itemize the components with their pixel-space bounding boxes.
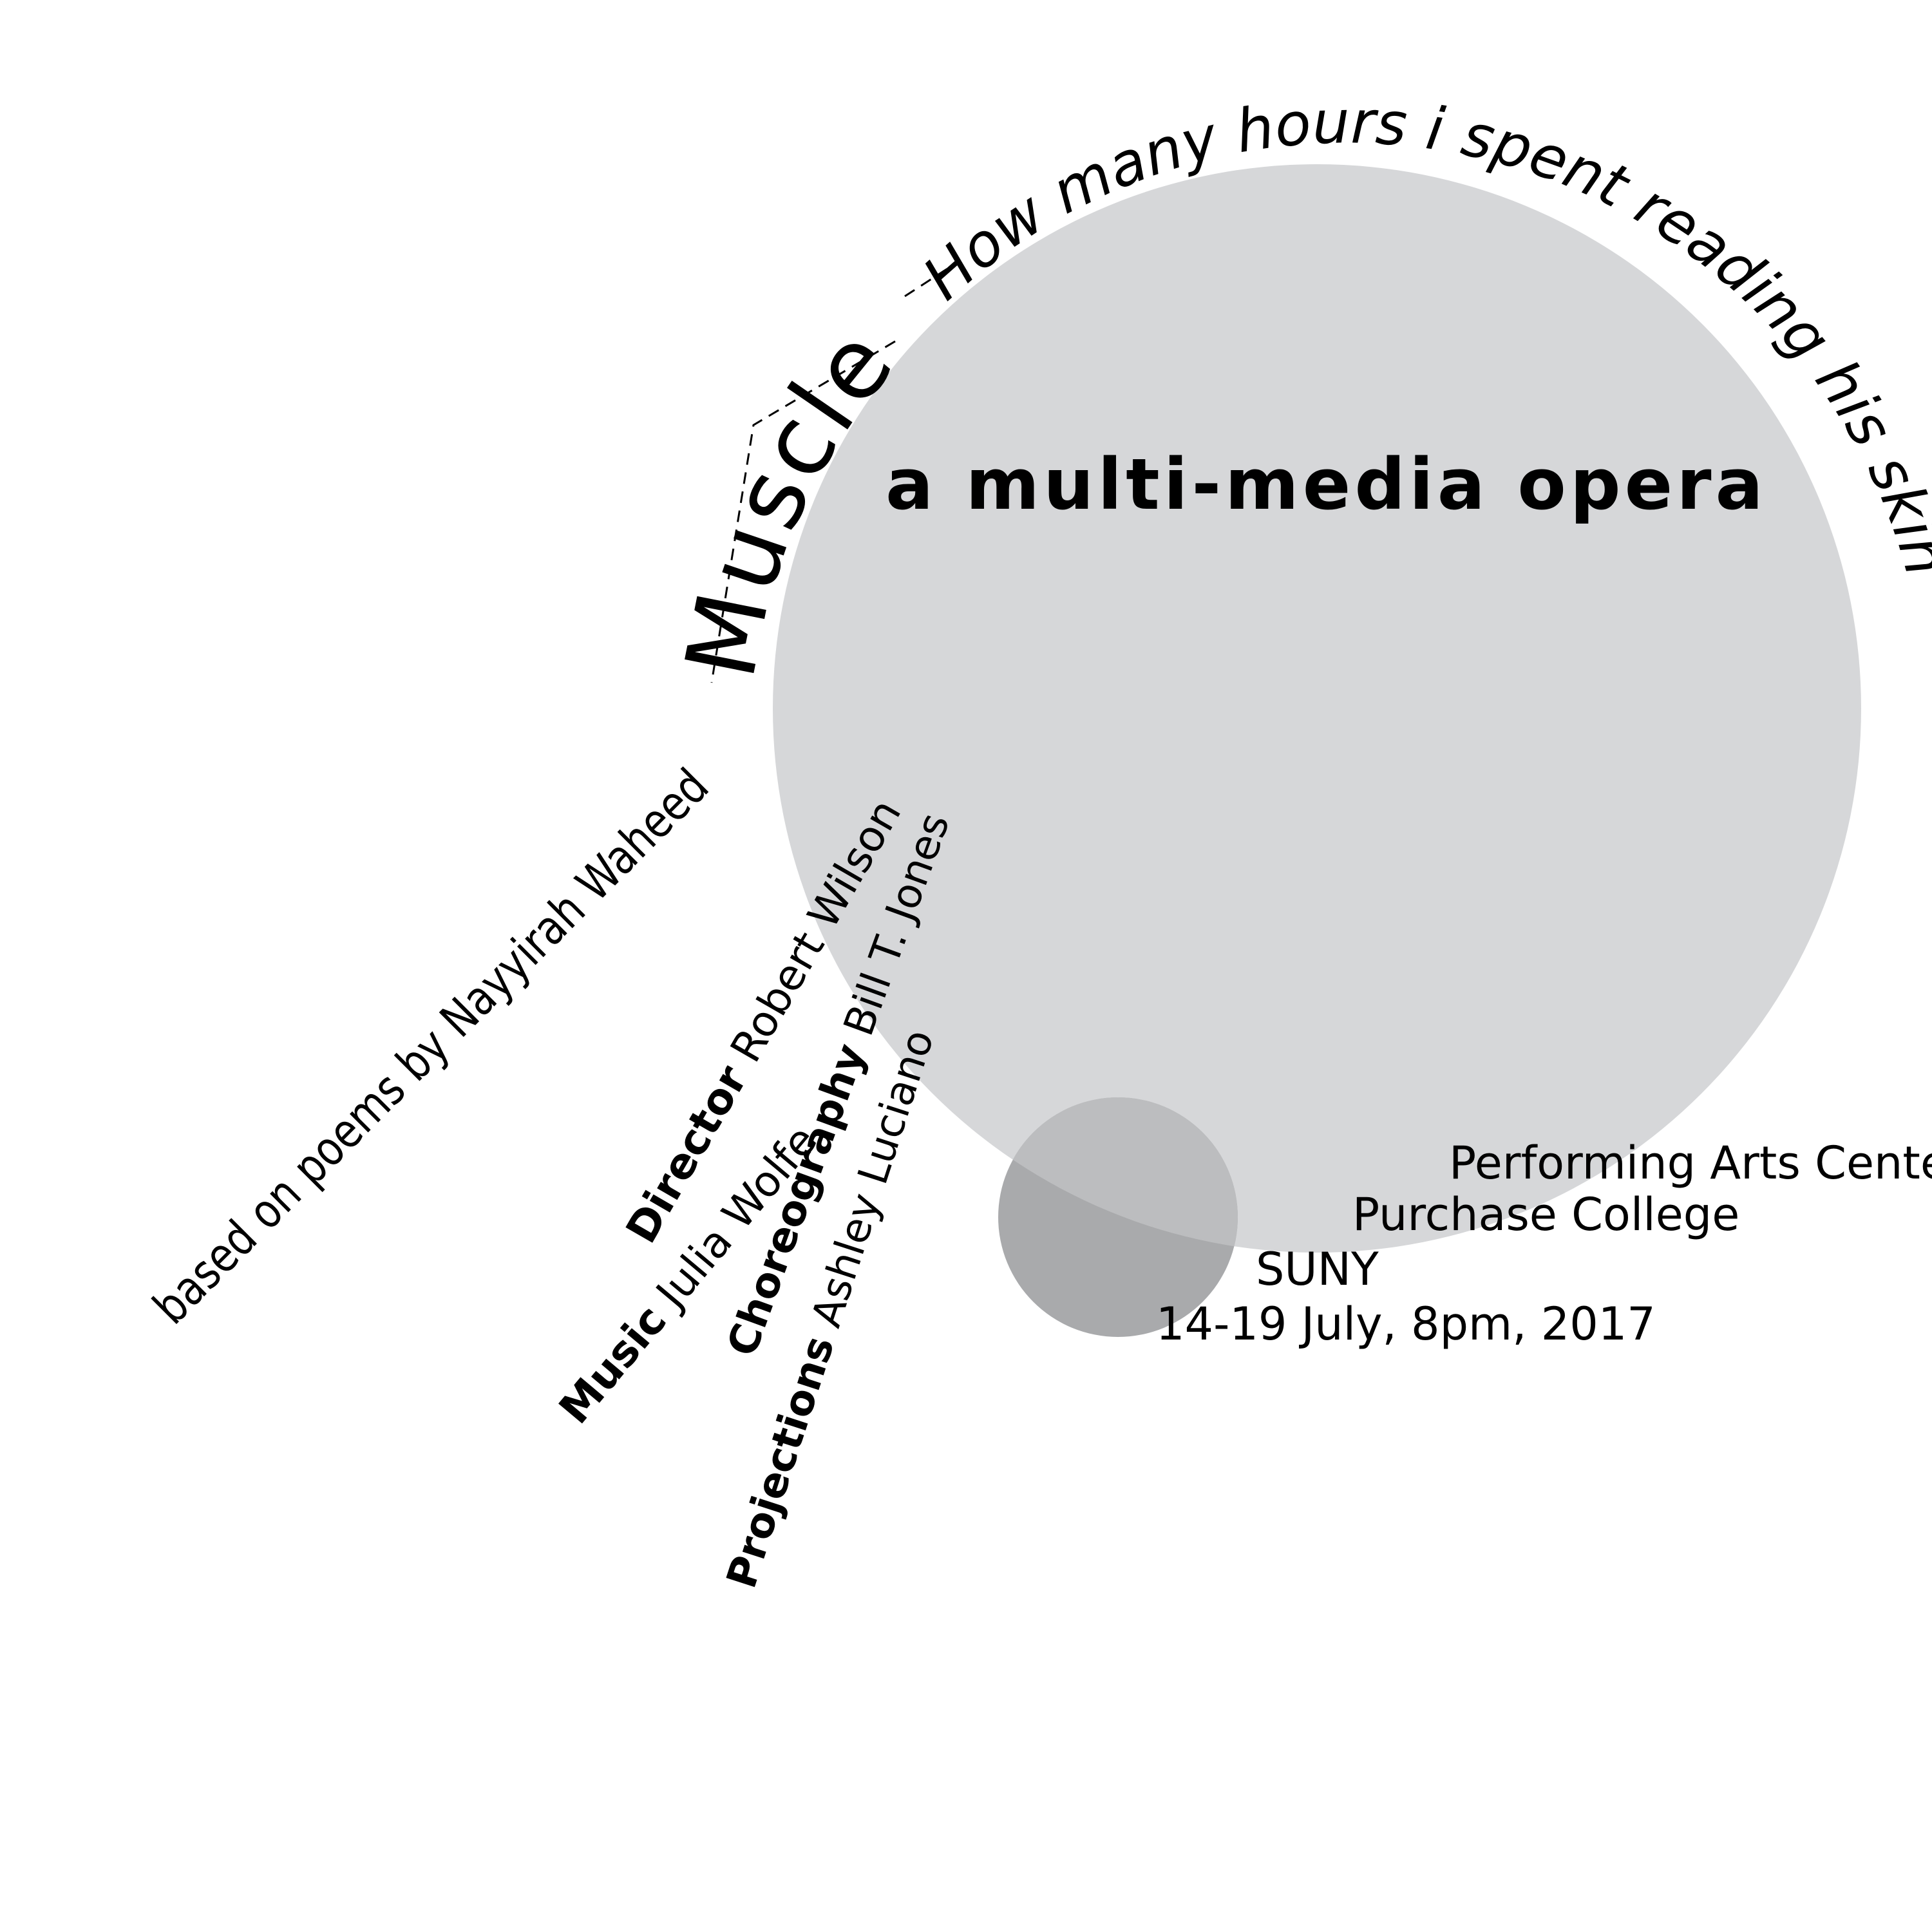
dashed-line-top bbox=[904, 260, 960, 298]
dashed-line-middle bbox=[710, 340, 896, 683]
big-circle bbox=[773, 164, 1861, 1253]
venue-line-2: Purchase College bbox=[1352, 1188, 1739, 1241]
venue-line-1: Performing Arts Center bbox=[1449, 1137, 1932, 1189]
credit-projections-label: Projections bbox=[718, 1331, 844, 1594]
subtitle: a multi-media opera bbox=[886, 443, 1767, 526]
venue-line-3: SUNY bbox=[1256, 1243, 1379, 1296]
venue-dates: 14-19 July, 8pm, 2017 bbox=[1156, 1298, 1656, 1350]
based-on: based on poems by Nayyirah Waheed bbox=[143, 759, 719, 1335]
credit-music-label: Music bbox=[549, 1296, 676, 1433]
